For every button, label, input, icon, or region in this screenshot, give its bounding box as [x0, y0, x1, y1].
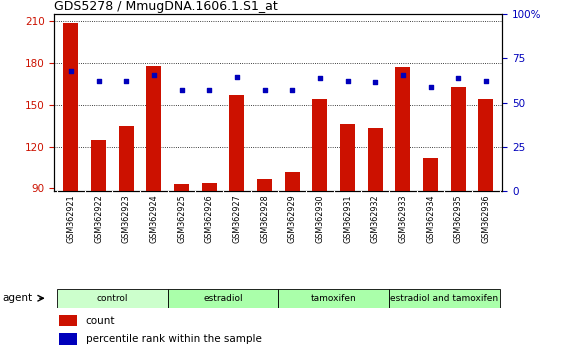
Bar	[146, 66, 162, 191]
Bar	[229, 95, 244, 191]
Text: GSM362926: GSM362926	[204, 194, 214, 243]
Bar	[395, 67, 411, 191]
Point	[426, 85, 435, 90]
Text: GSM362933: GSM362933	[399, 194, 407, 242]
Text: GSM362929: GSM362929	[288, 194, 297, 243]
Point	[232, 74, 242, 80]
Text: count: count	[86, 316, 115, 326]
Bar	[284, 172, 300, 191]
Bar	[340, 124, 355, 191]
Point	[122, 78, 131, 84]
Text: tamoxifen: tamoxifen	[311, 294, 356, 303]
Text: control: control	[96, 294, 128, 303]
Point	[149, 73, 158, 78]
Point	[94, 78, 103, 84]
Text: GSM362936: GSM362936	[481, 194, 490, 242]
Bar	[389, 289, 500, 308]
Bar	[257, 179, 272, 191]
Text: GSM362922: GSM362922	[94, 194, 103, 243]
Text: estradiol and tamoxifen: estradiol and tamoxifen	[391, 294, 498, 303]
Bar	[63, 23, 78, 191]
Bar	[368, 129, 383, 191]
Text: GSM362928: GSM362928	[260, 194, 269, 243]
Point	[66, 69, 75, 74]
Bar	[59, 315, 77, 326]
Point	[481, 78, 490, 84]
Point	[343, 78, 352, 84]
Bar	[478, 99, 493, 191]
Text: GSM362932: GSM362932	[371, 194, 380, 243]
Text: GSM362925: GSM362925	[177, 194, 186, 243]
Text: GDS5278 / MmugDNA.1606.1.S1_at: GDS5278 / MmugDNA.1606.1.S1_at	[54, 0, 278, 13]
Bar	[91, 139, 106, 191]
Text: GSM362935: GSM362935	[454, 194, 463, 243]
Text: GSM362924: GSM362924	[150, 194, 158, 243]
Bar	[119, 126, 134, 191]
Text: agent: agent	[3, 293, 33, 303]
Text: GSM362930: GSM362930	[315, 194, 324, 242]
Point	[453, 75, 463, 81]
Text: percentile rank within the sample: percentile rank within the sample	[86, 334, 262, 344]
Text: GSM362921: GSM362921	[66, 194, 75, 243]
Bar	[174, 184, 189, 191]
Text: GSM362927: GSM362927	[232, 194, 242, 243]
Point	[177, 87, 186, 93]
Point	[399, 73, 408, 78]
Text: GSM362934: GSM362934	[426, 194, 435, 242]
Bar	[168, 289, 279, 308]
Text: GSM362931: GSM362931	[343, 194, 352, 242]
Text: estradiol: estradiol	[203, 294, 243, 303]
Bar	[312, 99, 328, 191]
Bar	[451, 87, 466, 191]
Bar	[59, 333, 77, 345]
Bar	[423, 158, 438, 191]
Point	[315, 75, 324, 81]
Bar	[279, 289, 389, 308]
Point	[288, 87, 297, 93]
Point	[260, 87, 269, 93]
Bar	[57, 289, 168, 308]
Point	[371, 80, 380, 85]
Text: GSM362923: GSM362923	[122, 194, 131, 243]
Point	[204, 87, 214, 93]
Bar	[202, 183, 217, 191]
